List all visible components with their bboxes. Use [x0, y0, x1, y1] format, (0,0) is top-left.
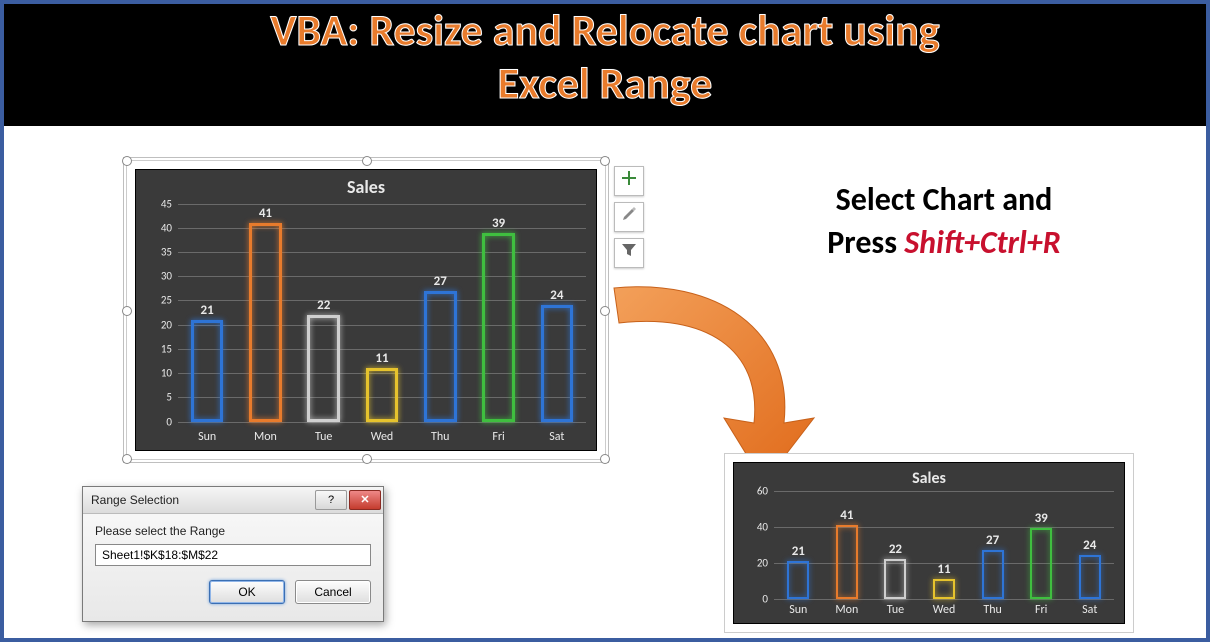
- filter-icon: [621, 242, 637, 263]
- range-input[interactable]: [95, 544, 371, 566]
- x-tick-label: Mon: [236, 430, 294, 444]
- x-tick-label: Thu: [411, 430, 469, 444]
- x-tick-label: Thu: [968, 603, 1017, 617]
- bar[interactable]: [307, 315, 340, 422]
- bar-value-label: 39: [1035, 511, 1048, 526]
- dialog-footer: OK Cancel: [83, 570, 383, 616]
- bar[interactable]: [836, 525, 858, 599]
- bar[interactable]: [787, 561, 809, 599]
- y-tick-label: 0: [166, 415, 172, 428]
- chart-selected[interactable]: Sales 0 5 10 15 20 25 30 35 40 45 21 41 22 11 27 39 24 Sun…: [126, 160, 606, 460]
- chart-add-element-button[interactable]: [614, 166, 644, 196]
- instruction-hotkey: Shift+Ctrl+R: [904, 223, 1061, 262]
- close-icon: ✕: [360, 493, 369, 506]
- sales-chart-big[interactable]: Sales 0 5 10 15 20 25 30 35 40 45 21 41 22 11 27 39 24 Sun…: [129, 163, 603, 457]
- x-tick-label: Sun: [774, 603, 823, 617]
- y-tick-label: 30: [161, 270, 172, 283]
- chart-quick-buttons: [614, 166, 644, 268]
- y-tick-label: 45: [161, 197, 172, 210]
- chart-title: Sales: [136, 176, 596, 198]
- bar[interactable]: [982, 550, 1004, 599]
- ok-button[interactable]: OK: [209, 580, 285, 604]
- bar-value-label: 27: [434, 274, 447, 289]
- x-tick-label: Tue: [295, 430, 353, 444]
- x-tick-label: Fri: [1017, 603, 1066, 617]
- bar-value-label: 39: [492, 216, 505, 231]
- y-tick-label: 40: [757, 520, 768, 533]
- range-selection-dialog: Range Selection ? ✕ Please select the Ra…: [82, 486, 384, 622]
- y-tick-label: 10: [161, 367, 172, 380]
- slide: VBA: Resize and Relocate chart using Exc…: [0, 0, 1210, 642]
- title-line-2: Excel Range: [4, 57, 1206, 110]
- title-bar: VBA: Resize and Relocate chart using Exc…: [4, 4, 1206, 126]
- bar[interactable]: [933, 579, 955, 599]
- cancel-button[interactable]: Cancel: [295, 580, 371, 604]
- bar[interactable]: [366, 368, 399, 421]
- sales-chart-small[interactable]: Sales 0 20 40 60 21 41 22 11 27 39 24 SunMonTueWedTh…: [727, 456, 1131, 630]
- plus-icon: [621, 170, 637, 191]
- chart-filter-button[interactable]: [614, 238, 644, 268]
- x-tick-label: Sun: [178, 430, 236, 444]
- bar-value-label: 24: [550, 288, 563, 303]
- y-tick-label: 0: [762, 592, 768, 605]
- y-tick-label: 20: [161, 318, 172, 331]
- bar[interactable]: [249, 223, 282, 422]
- bar[interactable]: [1079, 555, 1101, 598]
- dialog-body: Please select the Range: [83, 514, 383, 570]
- bar-value-label: 21: [792, 544, 805, 559]
- bar-value-label: 41: [259, 206, 272, 221]
- bar-value-label: 22: [317, 298, 330, 313]
- y-tick-label: 25: [161, 294, 172, 307]
- instruction-line-1: Select Chart and: [724, 178, 1164, 221]
- dialog-close-button[interactable]: ✕: [349, 490, 381, 510]
- x-tick-label: Tue: [871, 603, 920, 617]
- x-tick-label: Sat: [1065, 603, 1114, 617]
- x-tick-label: Wed: [353, 430, 411, 444]
- y-tick-label: 5: [166, 391, 172, 404]
- instruction-text: Select Chart and Press Shift+Ctrl+R: [724, 178, 1164, 264]
- dialog-label: Please select the Range: [95, 524, 371, 538]
- chart-relocated[interactable]: Sales 0 20 40 60 21 41 22 11 27 39 24 SunMonTueWedTh…: [724, 453, 1134, 633]
- chart-styles-button[interactable]: [614, 202, 644, 232]
- bar[interactable]: [191, 320, 224, 422]
- chart-title: Sales: [734, 469, 1124, 488]
- y-tick-label: 20: [757, 556, 768, 569]
- y-tick-label: 15: [161, 342, 172, 355]
- brush-icon: [621, 206, 637, 227]
- dialog-titlebar[interactable]: Range Selection ? ✕: [83, 487, 383, 514]
- bar-value-label: 27: [986, 533, 999, 548]
- y-tick-label: 60: [757, 484, 768, 497]
- bar[interactable]: [884, 559, 906, 599]
- x-tick-label: Wed: [920, 603, 969, 617]
- bar-value-label: 21: [201, 303, 214, 318]
- bar-value-label: 22: [889, 542, 902, 557]
- bar[interactable]: [541, 305, 574, 421]
- bar[interactable]: [1030, 528, 1052, 598]
- y-tick-label: 35: [161, 246, 172, 259]
- x-tick-label: Fri: [469, 430, 527, 444]
- y-tick-label: 40: [161, 221, 172, 234]
- instruction-line-2: Press Shift+Ctrl+R: [724, 221, 1164, 264]
- bar-value-label: 11: [375, 351, 388, 366]
- bar-value-label: 41: [840, 508, 853, 523]
- instruction-prefix: Press: [827, 223, 904, 262]
- x-tick-label: Mon: [823, 603, 872, 617]
- bar[interactable]: [482, 233, 515, 422]
- bar[interactable]: [424, 291, 457, 422]
- dialog-title: Range Selection: [91, 493, 313, 507]
- title-line-1: VBA: Resize and Relocate chart using: [4, 4, 1206, 57]
- content-area: Sales 0 5 10 15 20 25 30 35 40 45 21 41 22 11 27 39 24 Sun…: [4, 126, 1206, 628]
- bar-value-label: 24: [1083, 538, 1096, 553]
- x-tick-label: Sat: [528, 430, 586, 444]
- bar-value-label: 11: [937, 562, 950, 577]
- dialog-help-button[interactable]: ?: [315, 490, 347, 510]
